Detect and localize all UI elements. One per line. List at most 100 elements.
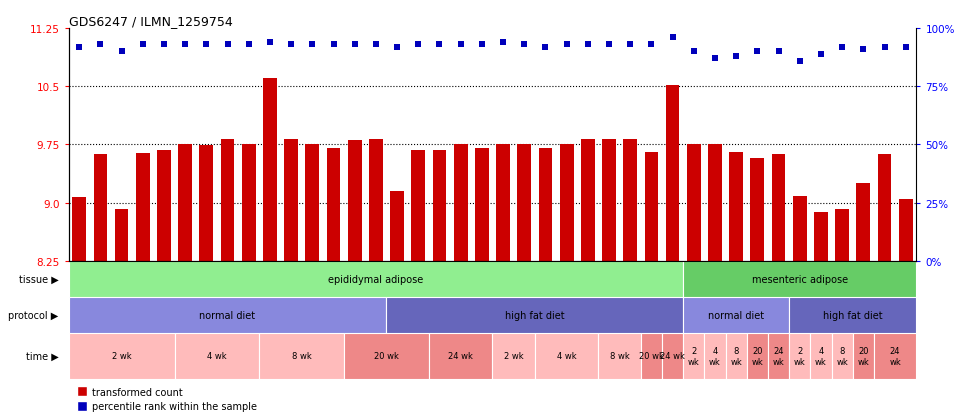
Bar [386, 297, 683, 333]
Bar [835, 209, 849, 261]
Point [431, 42, 447, 48]
Point [325, 42, 341, 48]
Bar [560, 144, 573, 261]
Bar [878, 155, 892, 261]
Bar [369, 140, 383, 261]
Bar [705, 333, 725, 379]
Point [877, 44, 893, 51]
Bar [729, 153, 743, 261]
Point [898, 44, 913, 51]
Text: 8
wk: 8 wk [730, 347, 742, 366]
Text: 8
wk: 8 wk [836, 347, 848, 366]
Bar [768, 333, 789, 379]
Text: 20 wk: 20 wk [639, 351, 663, 361]
Text: 4 wk: 4 wk [557, 351, 576, 361]
Bar [581, 140, 595, 261]
Point [708, 56, 723, 62]
Point [813, 51, 829, 58]
Point [686, 49, 702, 55]
Bar [284, 140, 298, 261]
Bar [242, 144, 256, 261]
Bar [725, 333, 747, 379]
Point [368, 42, 384, 48]
Point [389, 44, 405, 51]
Bar [771, 155, 785, 261]
Bar [69, 333, 174, 379]
Point [305, 42, 320, 48]
Point [622, 42, 638, 48]
Text: time ▶: time ▶ [25, 351, 59, 361]
Bar [623, 140, 637, 261]
Bar [348, 141, 362, 261]
Text: 24
wk: 24 wk [772, 347, 784, 366]
Bar [687, 144, 701, 261]
Bar [390, 192, 404, 261]
Bar [793, 197, 807, 261]
Bar [683, 333, 705, 379]
Text: 2 wk: 2 wk [504, 351, 523, 361]
Point [135, 42, 151, 48]
Bar [599, 333, 641, 379]
Point [220, 42, 235, 48]
Point [156, 42, 171, 48]
Bar [432, 150, 446, 261]
Text: 2
wk: 2 wk [688, 347, 700, 366]
Text: 4
wk: 4 wk [710, 347, 721, 366]
Text: 24
wk: 24 wk [889, 347, 901, 366]
Bar [683, 297, 789, 333]
Text: 20
wk: 20 wk [752, 347, 763, 366]
Bar [789, 297, 916, 333]
Point [644, 42, 660, 48]
Point [241, 42, 257, 48]
Bar [751, 158, 764, 261]
Point [177, 42, 193, 48]
Bar [174, 333, 260, 379]
Bar [899, 199, 912, 261]
Bar [539, 149, 553, 261]
Bar [602, 140, 615, 261]
Text: 24 wk: 24 wk [448, 351, 473, 361]
Bar [260, 333, 344, 379]
Point [72, 44, 87, 51]
Point [728, 53, 744, 60]
Bar [874, 333, 916, 379]
Bar [200, 146, 214, 261]
Text: high fat diet: high fat diet [823, 310, 883, 320]
Point [411, 42, 426, 48]
Bar [178, 144, 192, 261]
Bar [810, 333, 832, 379]
Point [495, 40, 511, 46]
Text: 8 wk: 8 wk [610, 351, 629, 361]
Bar [412, 150, 425, 261]
Point [474, 42, 490, 48]
Text: normal diet: normal diet [709, 310, 764, 320]
Bar [306, 145, 319, 261]
Text: 20
wk: 20 wk [858, 347, 869, 366]
Point [538, 44, 554, 51]
Bar [493, 333, 535, 379]
Text: epididymal adipose: epididymal adipose [328, 274, 423, 284]
Text: normal diet: normal diet [200, 310, 256, 320]
Bar [641, 333, 662, 379]
Text: 20 wk: 20 wk [374, 351, 399, 361]
Bar [220, 140, 234, 261]
Text: 2
wk: 2 wk [794, 347, 806, 366]
Legend: transformed count, percentile rank within the sample: transformed count, percentile rank withi… [74, 383, 261, 413]
Text: 2 wk: 2 wk [112, 351, 131, 361]
Text: GDS6247 / ILMN_1259754: GDS6247 / ILMN_1259754 [69, 15, 232, 28]
Point [750, 49, 765, 55]
Text: high fat diet: high fat diet [505, 310, 564, 320]
Point [516, 42, 532, 48]
Point [453, 42, 468, 48]
Bar [115, 209, 128, 261]
Bar [157, 150, 171, 261]
Point [664, 35, 680, 41]
Bar [853, 333, 874, 379]
Bar [93, 155, 107, 261]
Text: tissue ▶: tissue ▶ [19, 274, 59, 284]
Point [580, 42, 596, 48]
Point [92, 42, 108, 48]
Text: mesenteric adipose: mesenteric adipose [752, 274, 848, 284]
Bar [69, 297, 386, 333]
Point [559, 42, 574, 48]
